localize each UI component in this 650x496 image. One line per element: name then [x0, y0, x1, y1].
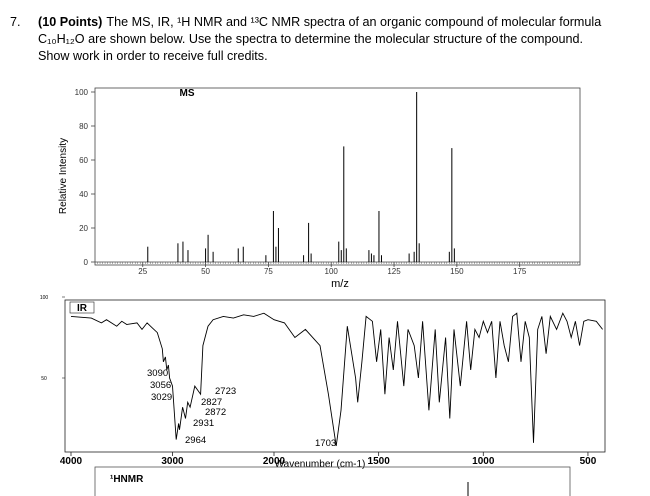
question-text: The MS, IR, ¹H NMR and ¹³C NMR spectra o…	[106, 15, 601, 29]
ir-peak-label: 2964	[185, 435, 206, 446]
points: (10 Points)	[38, 15, 102, 29]
y-tick-label: 100	[40, 295, 49, 301]
ir-peak-label: 3029	[151, 392, 172, 403]
x-tick-label: 175	[513, 267, 527, 276]
ir-x-label: Wavenumber (cm-1)	[275, 459, 366, 470]
x-tick-label: 100	[325, 267, 339, 276]
x-tick-label: 125	[387, 267, 401, 276]
question-line: Show work in order to receive full credi…	[38, 49, 268, 63]
x-tick-label: 3000	[161, 456, 184, 467]
ir-peak-label: 3090	[147, 368, 168, 379]
x-tick-label: 2000	[263, 456, 286, 467]
hnmr-title: ¹HNMR	[110, 474, 144, 485]
y-tick-label: 80	[79, 122, 88, 131]
ms-frame	[94, 87, 581, 266]
ir-peak-label: 2723	[215, 386, 236, 397]
hnmr-frame	[94, 466, 571, 496]
x-tick-label: 1000	[472, 456, 495, 467]
question-number: 7.	[10, 15, 21, 29]
ms-x-label: m/z	[331, 278, 349, 290]
y-tick-label: 50	[41, 376, 47, 382]
ir-peak-label: 3056	[150, 380, 171, 391]
ms-y-label: Relative Intensity	[58, 138, 69, 214]
ir-frame	[64, 299, 606, 453]
ir-title: IR	[77, 303, 88, 314]
x-tick-label: 500	[580, 456, 597, 467]
y-tick-label: 60	[79, 156, 88, 165]
ir-peak-label: 1703	[315, 438, 336, 449]
y-tick-label: 40	[79, 190, 88, 199]
x-tick-label: 150	[450, 267, 464, 276]
x-tick-label: 50	[201, 267, 210, 276]
ms-title: MS	[180, 88, 195, 99]
ir-label-box	[69, 301, 95, 314]
ir-peak-label: 2931	[193, 418, 214, 429]
y-tick-label: 100	[75, 88, 89, 97]
ir-peak-label: 2827	[201, 397, 222, 408]
question-line: C₁₀H₁₂O are shown below. Use the spectra…	[38, 32, 583, 46]
x-tick-label: 4000	[60, 456, 83, 467]
question-line: (10 Points) The MS, IR, ¹H NMR and ¹³C NM…	[38, 15, 601, 29]
ir-trace	[70, 312, 603, 447]
y-tick-label: 0	[84, 258, 89, 267]
x-tick-label: 25	[138, 267, 147, 276]
x-tick-label: 1500	[368, 456, 391, 467]
ir-peak-label: 2872	[205, 407, 226, 418]
x-tick-label: 75	[264, 267, 273, 276]
y-tick-label: 20	[79, 224, 88, 233]
